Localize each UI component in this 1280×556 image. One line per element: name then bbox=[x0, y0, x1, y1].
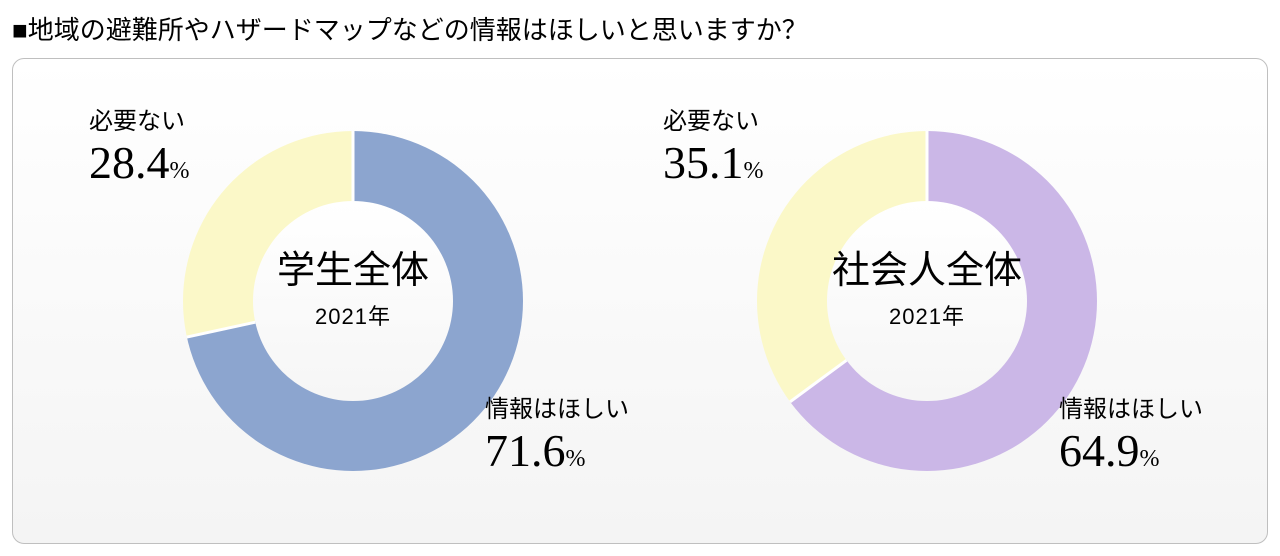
slice-name: 必要ない bbox=[89, 101, 190, 136]
title-text: 地域の避難所やハザードマップなどの情報はほしいと思いますか？ bbox=[28, 16, 808, 45]
slice-label-want-info-workers: 情報はほしい 64.9% bbox=[1059, 389, 1203, 477]
slice-unit: % bbox=[1140, 446, 1160, 472]
donut-center-title: 学生全体 bbox=[253, 251, 453, 293]
slice-label-want-info-students: 情報はほしい 71.6% bbox=[485, 389, 629, 477]
slice-value: 71.6 bbox=[485, 425, 566, 476]
slice-value: 64.9 bbox=[1059, 425, 1140, 476]
slice-name: 必要ない bbox=[663, 101, 764, 136]
donut-center-title: 社会人全体 bbox=[827, 251, 1027, 293]
slice-value: 28.4 bbox=[89, 137, 170, 188]
donut-center-label: 社会人全体 2021年 bbox=[827, 251, 1027, 331]
donut-center-year: 2021年 bbox=[827, 299, 1027, 331]
chart-question-title: ■地域の避難所やハザードマップなどの情報はほしいと思いますか？ bbox=[12, 10, 808, 47]
slice-unit: % bbox=[744, 158, 764, 184]
slice-label-not-needed-workers: 必要ない 35.1% bbox=[663, 101, 764, 189]
donut-center-year: 2021年 bbox=[253, 299, 453, 331]
slice-value: 35.1 bbox=[663, 137, 744, 188]
slice-name: 情報はほしい bbox=[1059, 389, 1203, 424]
donut-chart-workers: 社会人全体 2021年 bbox=[757, 131, 1097, 471]
donut-chart-students: 学生全体 2021年 bbox=[183, 131, 523, 471]
chart-panel: 学生全体 2021年 情報はほしい 71.6% 必要ない 28.4% 社会人全体… bbox=[12, 58, 1268, 544]
title-prefix: ■ bbox=[12, 16, 28, 45]
slice-label-not-needed-students: 必要ない 28.4% bbox=[89, 101, 190, 189]
donut-center-label: 学生全体 2021年 bbox=[253, 251, 453, 331]
slice-unit: % bbox=[566, 446, 586, 472]
slice-name: 情報はほしい bbox=[485, 389, 629, 424]
slice-unit: % bbox=[170, 158, 190, 184]
